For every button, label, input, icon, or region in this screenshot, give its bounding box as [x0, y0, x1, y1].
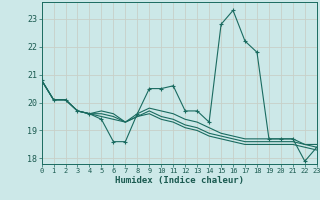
X-axis label: Humidex (Indice chaleur): Humidex (Indice chaleur) — [115, 176, 244, 185]
